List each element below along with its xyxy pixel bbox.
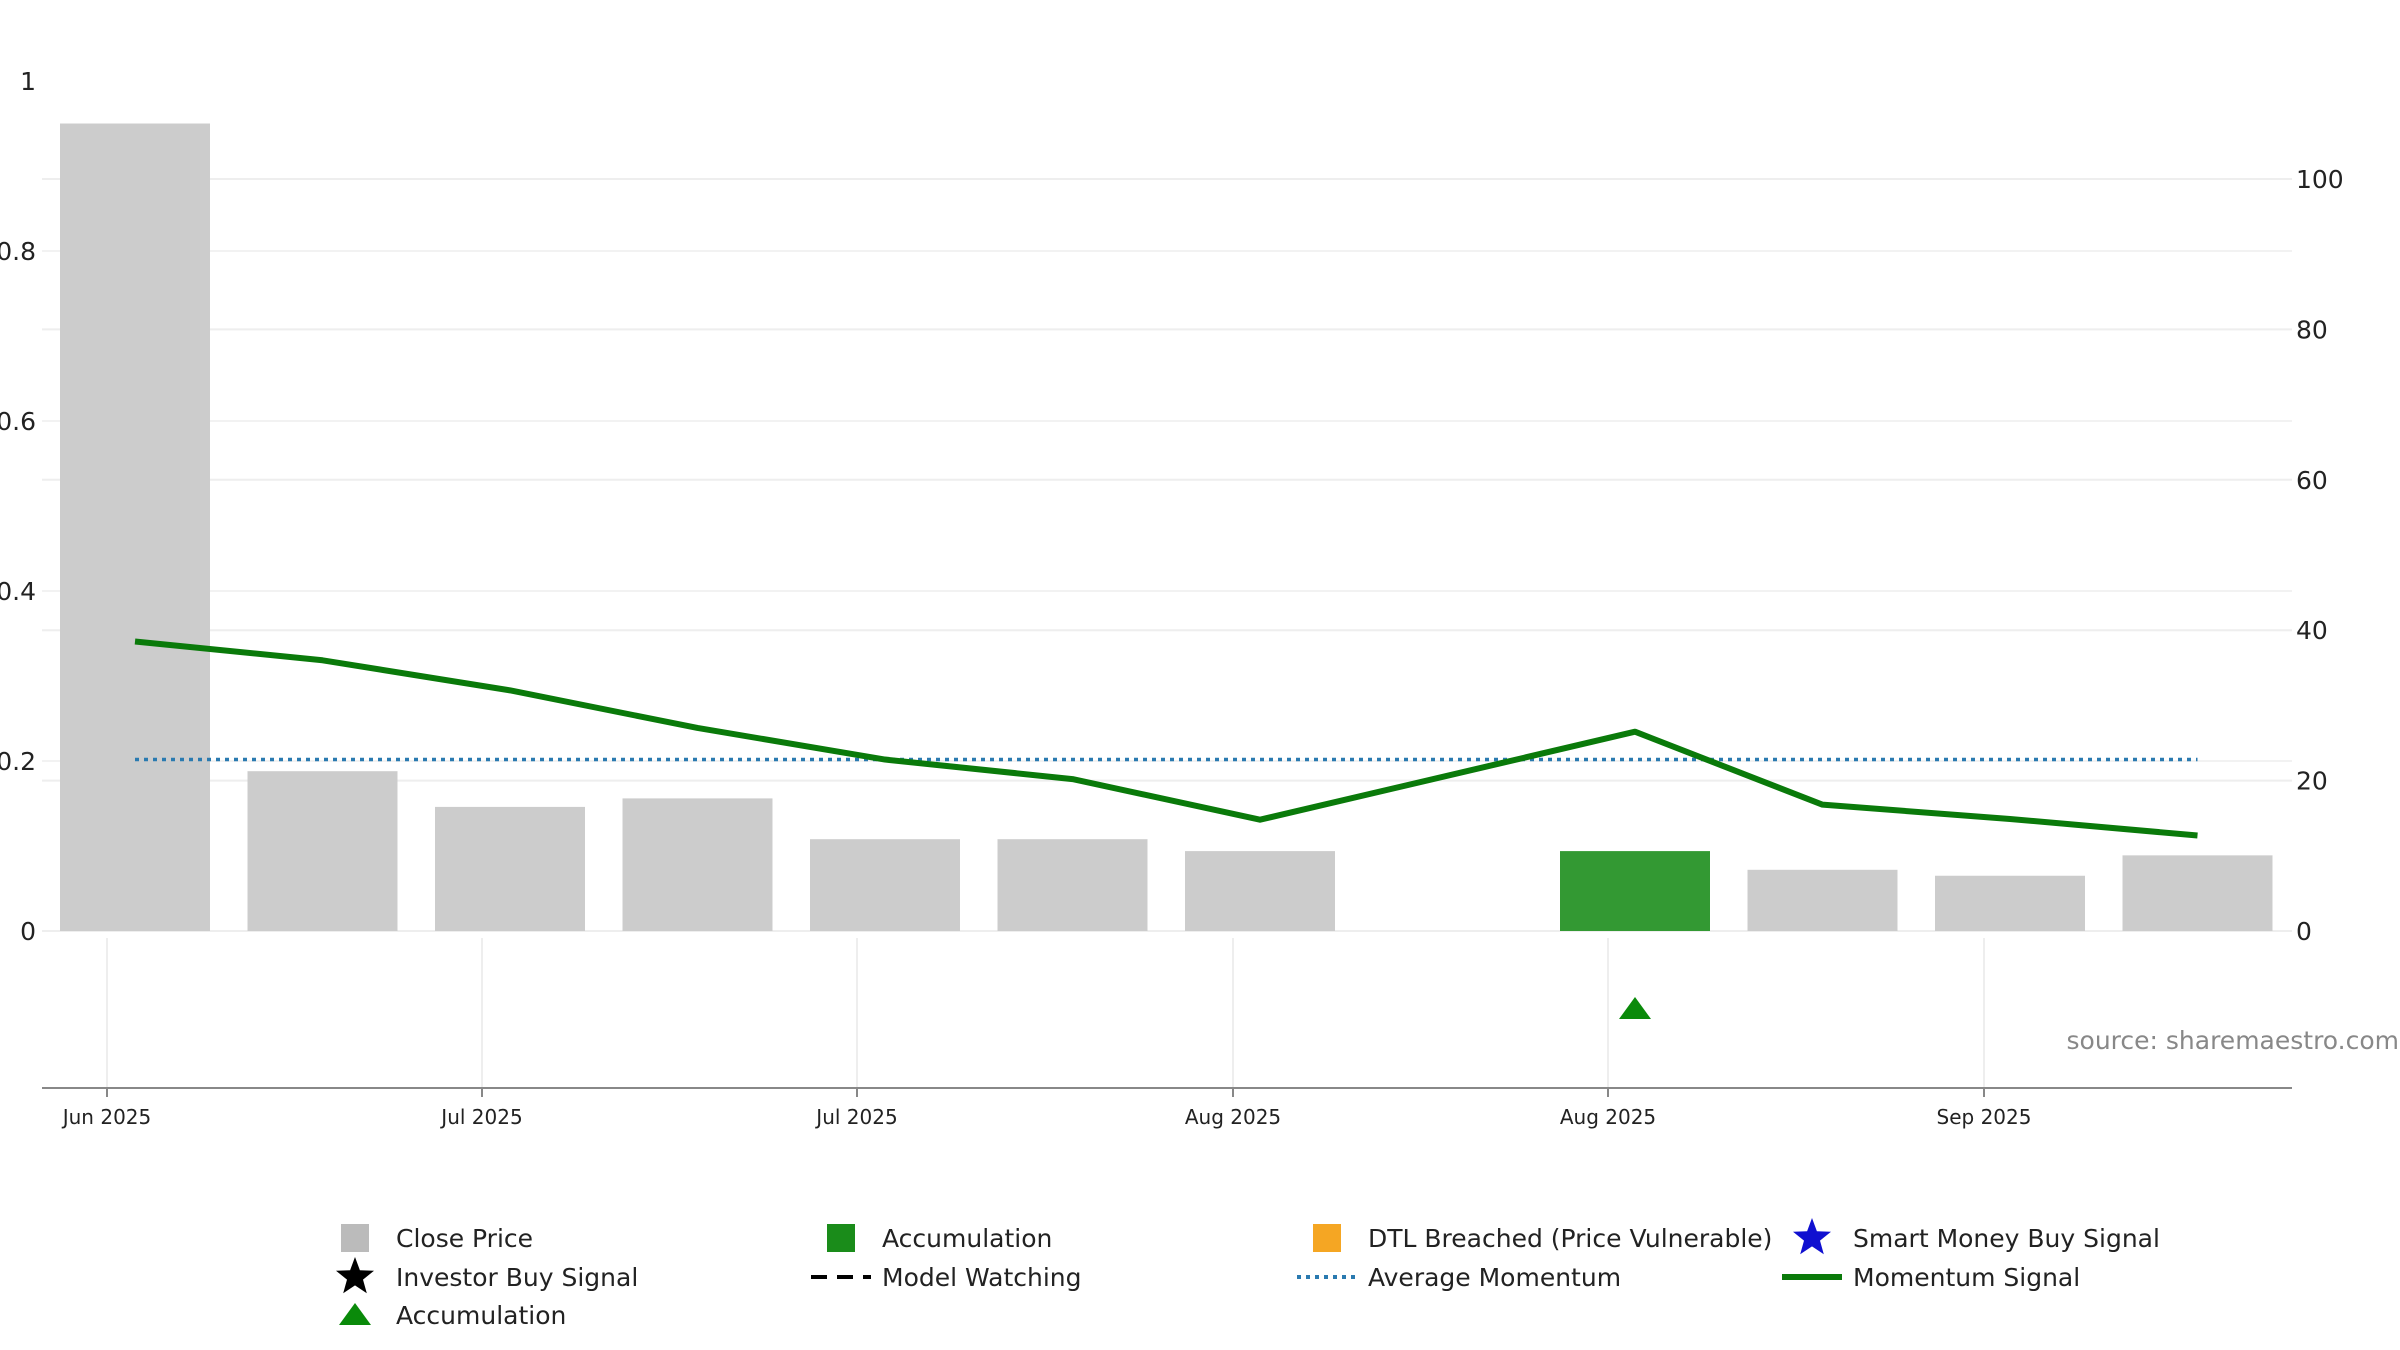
right-tick-label: 100 (2296, 165, 2344, 194)
legend-item: Average Momentum (1297, 1263, 1621, 1292)
legend-label: Momentum Signal (1853, 1263, 2080, 1292)
accumulation-bar (1560, 851, 1710, 931)
legend-label: Accumulation (396, 1301, 566, 1330)
legend-label: Average Momentum (1368, 1263, 1621, 1292)
legend-label: DTL Breached (Price Vulnerable) (1368, 1224, 1772, 1253)
left-axis: 0 0.2 0.4 0.6 0.8 1 (0, 67, 36, 946)
left-tick-label: 1 (20, 67, 36, 96)
legend-label: Model Watching (882, 1263, 1082, 1292)
close-price-bar (1185, 851, 1335, 931)
legend-item: Investor Buy Signal (336, 1257, 638, 1294)
legend-label: Accumulation (882, 1224, 1052, 1253)
x-tick-label: Jul 2025 (439, 1105, 522, 1129)
close-price-bar (1747, 869, 1898, 931)
accumulation-markers (1619, 997, 1651, 1019)
close-price-bar (622, 798, 773, 931)
close-price-bar (247, 771, 398, 931)
close-price-bar (60, 123, 210, 931)
legend-item: Accumulation (827, 1224, 1052, 1253)
right-tick-label: 80 (2296, 315, 2328, 344)
momentum-signal-line (134, 638, 2198, 839)
right-tick-label: 0 (2296, 917, 2312, 946)
x-tick-label: Jul 2025 (814, 1105, 897, 1129)
legend-item: Accumulation (339, 1301, 566, 1330)
momentum-line (134, 638, 2198, 839)
legend-item: DTL Breached (Price Vulnerable) (1313, 1224, 1772, 1253)
close-price-bar (435, 806, 585, 931)
x-tick-label: Aug 2025 (1185, 1105, 1281, 1129)
green-square-icon (827, 1224, 855, 1252)
x-tick-label: Jun 2025 (61, 1105, 152, 1129)
left-tick-label: 0.8 (0, 237, 36, 266)
gray-square-icon (341, 1224, 369, 1252)
close-price-bar (810, 839, 960, 931)
green-triangle-icon (339, 1303, 371, 1325)
legend-label: Close Price (396, 1224, 533, 1253)
source-label: source: sharemaestro.com (2067, 1026, 2400, 1055)
left-tick-label: 0.4 (0, 577, 36, 606)
close-price-bar (2122, 855, 2273, 931)
legend-label: Smart Money Buy Signal (1853, 1224, 2160, 1253)
legend: Close Price Accumulation DTL Breached (Pri… (336, 1218, 2160, 1330)
left-tick-label: 0.2 (0, 747, 36, 776)
legend-item: Momentum Signal (1782, 1263, 2080, 1292)
bars (60, 123, 2273, 931)
grid (42, 178, 2292, 1087)
right-axis: 0 20 40 60 80 100 (2296, 165, 2344, 946)
left-tick-label: 0 (20, 917, 36, 946)
black-star-icon (336, 1257, 374, 1294)
legend-item: Smart Money Buy Signal (1793, 1218, 2160, 1255)
orange-square-icon (1313, 1224, 1341, 1252)
legend-label: Investor Buy Signal (396, 1263, 638, 1292)
close-price-bar (997, 839, 1148, 931)
legend-item: Close Price (341, 1224, 533, 1253)
blue-star-icon (1793, 1218, 1831, 1255)
right-tick-label: 60 (2296, 466, 2328, 495)
x-tick-label: Sep 2025 (1937, 1105, 2032, 1129)
legend-item: Model Watching (811, 1263, 1082, 1292)
x-axis: Jun 2025 Jul 2025 Jul 2025 Aug 2025 Aug 2025… (42, 1087, 2292, 1129)
x-tick-label: Aug 2025 (1560, 1105, 1656, 1129)
right-tick-label: 20 (2296, 767, 2328, 796)
left-tick-label: 0.6 (0, 407, 36, 436)
right-tick-label: 40 (2296, 616, 2328, 645)
close-price-bar (1935, 875, 2085, 931)
accumulation-triangle (1619, 997, 1651, 1019)
